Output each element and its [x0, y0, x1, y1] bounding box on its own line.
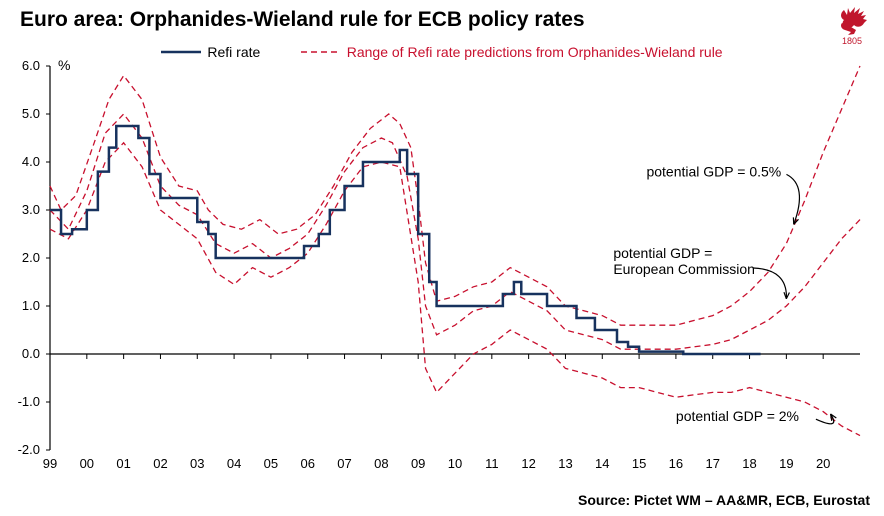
svg-text:5.0: 5.0	[22, 106, 40, 121]
svg-text:19: 19	[779, 456, 793, 471]
series-pred-mid	[50, 114, 860, 349]
series-pred-upper	[50, 66, 860, 325]
svg-text:04: 04	[227, 456, 241, 471]
svg-text:06: 06	[300, 456, 314, 471]
y-axis-unit: %	[58, 57, 70, 73]
annotation-arrow-0	[786, 174, 799, 224]
svg-text:01: 01	[116, 456, 130, 471]
svg-text:18: 18	[742, 456, 756, 471]
svg-text:20: 20	[816, 456, 830, 471]
annotation-2: potential GDP = 2%	[676, 408, 799, 424]
svg-text:15: 15	[632, 456, 646, 471]
annotation-1-line0: potential GDP =	[613, 245, 712, 261]
svg-text:09: 09	[411, 456, 425, 471]
svg-text:99: 99	[43, 456, 57, 471]
series-pred-lower	[50, 143, 860, 436]
series-refi	[50, 126, 761, 354]
svg-text:-2.0: -2.0	[18, 442, 40, 457]
svg-text:02: 02	[153, 456, 167, 471]
svg-text:6.0: 6.0	[22, 58, 40, 73]
svg-text:05: 05	[264, 456, 278, 471]
svg-text:00: 00	[80, 456, 94, 471]
svg-text:4.0: 4.0	[22, 154, 40, 169]
svg-text:-1.0: -1.0	[18, 394, 40, 409]
svg-text:10: 10	[448, 456, 462, 471]
svg-text:14: 14	[595, 456, 609, 471]
svg-text:16: 16	[669, 456, 683, 471]
svg-text:2.0: 2.0	[22, 250, 40, 265]
svg-text:3.0: 3.0	[22, 202, 40, 217]
svg-text:12: 12	[521, 456, 535, 471]
svg-text:13: 13	[558, 456, 572, 471]
annotation-0: potential GDP = 0.5%	[646, 163, 781, 179]
svg-text:07: 07	[337, 456, 351, 471]
annotation-1-line1: European Commission	[613, 261, 755, 277]
svg-text:08: 08	[374, 456, 388, 471]
svg-text:11: 11	[485, 456, 499, 471]
svg-text:0.0: 0.0	[22, 346, 40, 361]
line-chart: % -2.0 -1.0 0.0 1.0 2.0 3.0 4.0 5.0 6.0 99 00 01 02 03…	[0, 0, 884, 500]
svg-text:1.0: 1.0	[22, 298, 40, 313]
svg-text:03: 03	[190, 456, 204, 471]
source-text: Source: Pictet WM – AA&MR, ECB, Eurostat	[578, 492, 870, 508]
svg-text:17: 17	[705, 456, 719, 471]
